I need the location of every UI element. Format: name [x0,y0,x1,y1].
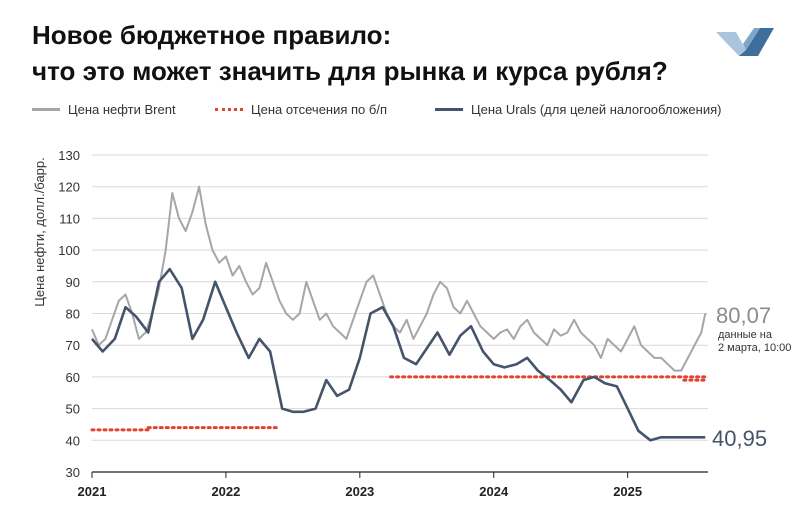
chart-legend: Цена нефти Brent Цена отсечения по б/п Ц… [32,102,772,122]
x-tick-label: 2021 [78,484,107,499]
y-tick-label: 60 [66,370,80,385]
urals-price-line [91,267,706,442]
x-tick-label: 2024 [479,484,509,499]
x-tick-label: 2025 [613,484,642,499]
y-tick-label: 130 [58,148,80,163]
page-subtitle: что это может значить для рынка и курса … [32,56,668,86]
y-tick-label: 90 [66,275,80,290]
legend-label-cutoff: Цена отсечения по б/п [251,102,387,117]
legend-entry-cutoff: Цена отсечения по б/п [215,102,387,117]
y-axis-label: Цена нефти, долл./барр. [32,157,47,307]
y-tick-label: 80 [66,307,80,322]
x-tick-label: 2022 [211,484,240,499]
y-tick-label: 40 [66,433,80,448]
brent-last-value-label: 80,07 [716,303,771,328]
y-tick-label: 120 [58,180,80,195]
legend-label-brent: Цена нефти Brent [68,102,176,117]
legend-swatch-brent [32,108,60,111]
legend-entry-urals: Цена Urals (для целей налогообложения) [435,102,721,117]
page-title: Новое бюджетное правило: [32,20,392,50]
x-tick-label: 2023 [345,484,374,499]
brent-price-line [91,185,707,372]
legend-entry-brent: Цена нефти Brent [32,102,176,117]
urals-last-value-label: 40,95 [712,426,767,451]
brent-date-note: 2 марта, 10:00 [718,342,791,354]
legend-label-urals: Цена Urals (для целей налогообложения) [471,102,722,117]
legend-swatch-cutoff [215,108,243,111]
y-tick-label: 100 [58,243,80,258]
y-tick-label: 30 [66,465,80,480]
legend-swatch-urals [435,108,463,111]
brent-date-note: данные на [718,329,773,341]
y-tick-label: 70 [66,338,80,353]
y-tick-label: 110 [59,211,80,226]
brand-logo-icon [716,28,774,56]
y-tick-label: 50 [66,402,80,417]
